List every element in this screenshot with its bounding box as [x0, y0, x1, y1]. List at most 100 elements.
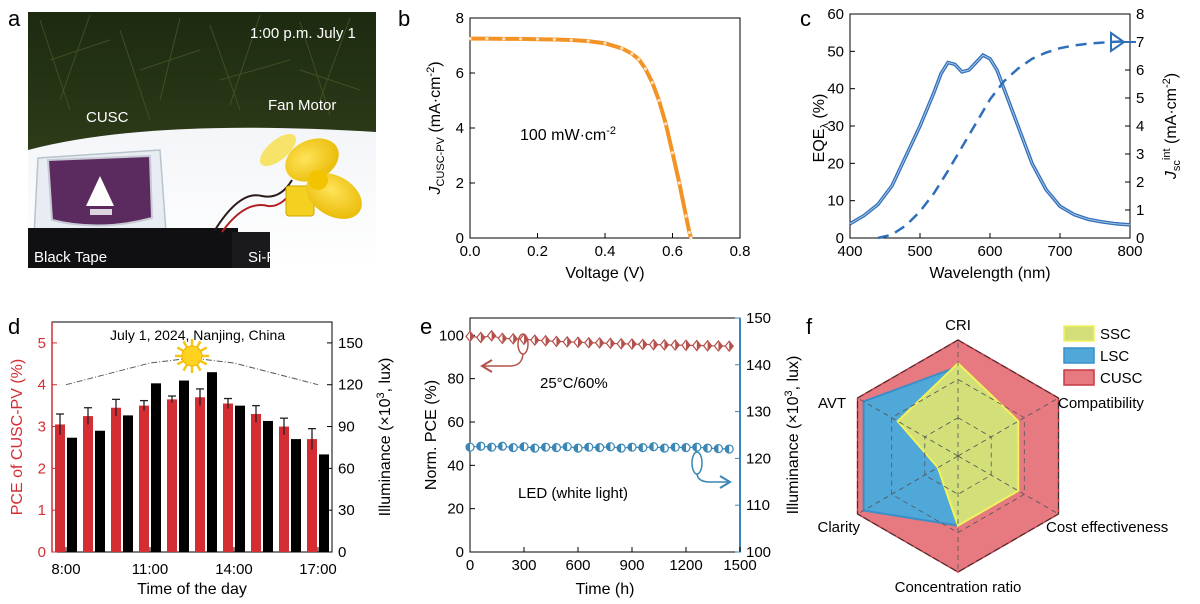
ylabel-e-right-close: , lux) [785, 356, 802, 391]
ylabel-c-right-sup: int [1161, 148, 1173, 160]
data-point-led-fill [520, 442, 524, 451]
ylabel-e-right-main: Illuminance (×10 [785, 396, 802, 514]
x-tick-label: 8:00 [51, 561, 80, 578]
photo-label-fan: Fan Motor [268, 97, 336, 114]
y-tick-label: 150 [338, 335, 363, 352]
ylabel-b-unit: (mA·cm [427, 77, 444, 137]
bar-illuminance [95, 430, 105, 552]
photo-label-tape: Black Tape [34, 249, 107, 266]
x-tick-label: 500 [907, 243, 932, 260]
bar-illuminance [179, 380, 189, 552]
arrowhead-left [480, 359, 493, 373]
data-point-pce-fill [470, 331, 474, 342]
ylabel-b-exp: -2 [425, 67, 437, 77]
data-point-pce-fill [664, 339, 669, 350]
wire-1 [214, 179, 293, 231]
ylabel-b-close: ) [427, 61, 444, 66]
bar-pce [195, 397, 205, 552]
data-point-led-fill [498, 442, 503, 451]
y-tick-label: 100 [746, 544, 771, 561]
sun-ray [182, 363, 189, 372]
radar-spoke [957, 455, 1059, 515]
data-point-jv [637, 57, 641, 61]
data-point-pce-fill [502, 333, 507, 344]
bar-pce [307, 439, 317, 552]
y-tick-label: 110 [746, 497, 770, 514]
sun-ray [176, 359, 184, 366]
data-point-led-fill [628, 443, 632, 452]
y-tick-label: 0 [338, 544, 346, 561]
data-point-pce-fill [621, 338, 626, 349]
data-point-jv [670, 151, 675, 155]
bar-illuminance [207, 372, 217, 552]
xlabel-c: Wavelength (nm) [929, 265, 1050, 282]
data-point-led-fill [660, 444, 665, 453]
ylabel-c-right-main: J [1163, 170, 1180, 180]
plot-frame-c [849, 13, 1131, 239]
data-point-led-fill [595, 443, 600, 452]
data-point-pce-fill [632, 339, 636, 349]
data-point-pce-fill [642, 339, 647, 350]
data-point-pce-fill [545, 335, 550, 346]
photo-label-sipv: Si-PV [248, 249, 286, 266]
radar-spoke [957, 397, 1059, 457]
chart-e: 0 300 600 900 1200 1500 0 20 40 60 80 100 100 110 120 1… [423, 310, 802, 598]
ylabel-c-left-sub: λ [819, 123, 831, 129]
x-tick-label: 14:00 [215, 561, 253, 578]
y-tick-label: 10 [827, 193, 844, 210]
panel-label-a: a [8, 6, 21, 31]
data-point-led-fill [714, 444, 719, 453]
logo-banner [90, 209, 112, 215]
data-point-pce-fill [567, 336, 572, 347]
arrow-left-pce [484, 353, 524, 367]
y-tick-label: 1 [38, 502, 46, 519]
y-tick-label: 100 [439, 327, 464, 344]
radar-axis-label-4: Clarity [817, 519, 860, 536]
photo-label-cusc: CUSC [86, 109, 129, 126]
black-tape [28, 228, 238, 268]
data-point-pce-fill [718, 340, 723, 351]
legend-label-lsc: LSC [1100, 348, 1129, 365]
y-tick-label: 60 [338, 460, 355, 477]
y-tick-label: 30 [827, 118, 844, 135]
data-point-led-fill [682, 443, 686, 452]
xlabel-e: Time (h) [576, 581, 635, 598]
y-tick-label: 7 [1136, 34, 1144, 51]
annotation-b-exp: -2 [606, 125, 616, 137]
sun-ray [195, 363, 202, 372]
radar-axis-label-0: CRI [945, 317, 971, 334]
series-line-eqe-highlight [849, 54, 1131, 226]
radar-spoke [857, 397, 959, 457]
ylabel-c-left-unit: (%) [811, 94, 828, 123]
y-tick-label: 140 [746, 357, 771, 374]
data-point-pce-fill [599, 337, 604, 348]
y-tick-label: 90 [338, 419, 355, 436]
y-tick-label: 60 [827, 6, 844, 23]
ylabel-c-right: Jscint (mA·cm-2) [1161, 73, 1183, 180]
bar-illuminance [291, 439, 301, 552]
y-tick-label: 0 [836, 230, 844, 247]
bar-pce [279, 426, 289, 552]
data-point-led-fill [584, 443, 589, 452]
x-tick-label: 400 [837, 243, 862, 260]
data-point-jv [650, 81, 654, 85]
x-tick-label: 0.6 [662, 243, 683, 260]
x-tick-label: 0 [466, 557, 474, 574]
annotation-b-main: 100 mW·cm [520, 127, 606, 144]
data-point-pce-fill [675, 340, 680, 351]
chart-b: 0.0 0.2 0.4 0.6 0.8 0 2 4 6 8 Voltage (V) JCUSC-P… [425, 10, 750, 282]
data-point-led-fill [541, 443, 546, 452]
legend-swatch-cusc [1063, 369, 1095, 386]
radar-axis-label-5: AVT [818, 395, 846, 412]
y-tick-label: 4 [456, 120, 464, 137]
data-point-jv [468, 37, 472, 41]
data-point-pce-fill [524, 334, 528, 345]
y-tick-label: 20 [827, 155, 844, 172]
y-tick-label: 8 [1136, 6, 1144, 23]
sun-ray [200, 359, 208, 366]
chart-f: CRI Compatibility Cost effectiveness Concen… [817, 317, 1168, 596]
ylabel-b: JCUSC-PV (mA·cm-2) [425, 61, 447, 195]
bar-pce [223, 403, 233, 552]
plot-frame-e [469, 317, 741, 553]
data-point-pce-fill [707, 340, 712, 351]
